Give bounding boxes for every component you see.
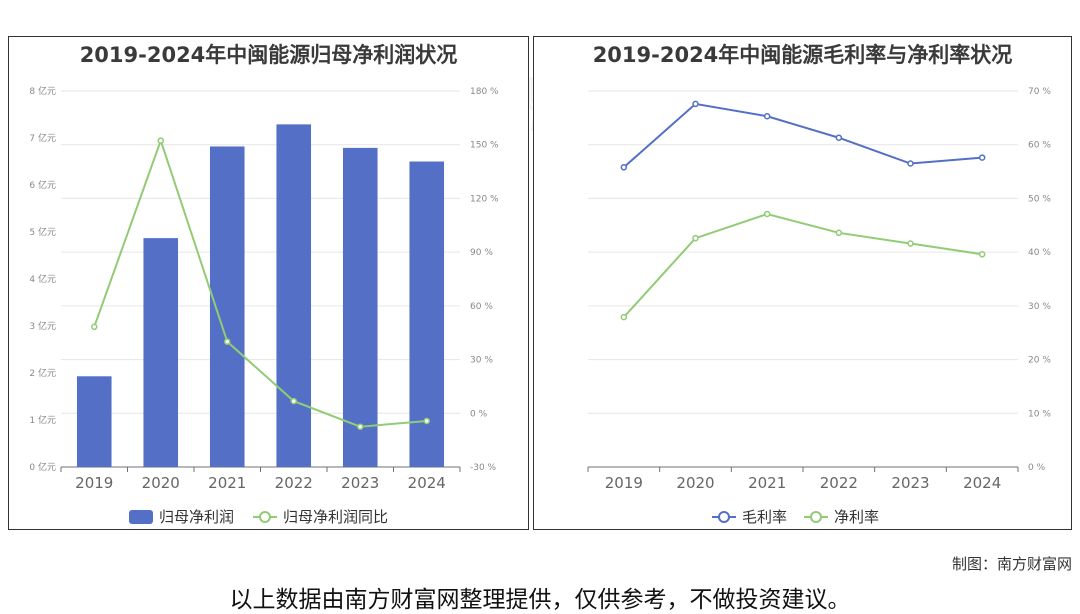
x-tick-label: 2023 xyxy=(341,474,379,492)
y-right-tick-label: 180 % xyxy=(470,87,499,97)
series-line xyxy=(623,212,983,318)
y-left-tick-label: 7 亿元 xyxy=(29,132,56,144)
y-left-tick-label: 6 亿元 xyxy=(29,179,56,191)
y-right-tick-label: 10 % xyxy=(1028,409,1051,419)
x-tick-label: 2023 xyxy=(891,474,929,492)
y-right-tick-label: 0 % xyxy=(470,409,488,419)
data-point xyxy=(357,423,364,430)
legend-marker xyxy=(259,511,271,523)
data-point xyxy=(763,210,771,218)
y-right-tick-label: 70 % xyxy=(1028,87,1051,97)
data-point xyxy=(620,164,628,171)
data-point xyxy=(835,229,843,237)
chart-panel-margins: 2019-2024年中闽能源毛利率与净利率状况 0 % 10 % 20 % 30 % 4… xyxy=(533,36,1072,530)
series-line xyxy=(623,102,983,169)
chart-credit: 制图：南方财富网 xyxy=(951,555,1072,573)
chart-title: 2019-2024年中闽能源归母净利润状况 xyxy=(79,43,458,67)
legend-label: 净利率 xyxy=(834,508,879,526)
data-point xyxy=(692,100,699,108)
data-point xyxy=(907,240,914,247)
bar xyxy=(342,147,378,467)
y-left-tick-label: 0 亿元 xyxy=(29,461,56,473)
x-tick-label: 2019 xyxy=(605,474,643,492)
y-left-tick-label: 5 亿元 xyxy=(29,226,56,238)
data-point xyxy=(157,137,164,144)
data-point xyxy=(290,397,297,405)
y-right-tick-label: 60 % xyxy=(470,302,493,312)
bar xyxy=(276,124,312,468)
x-tick-label: 2024 xyxy=(963,474,1001,492)
x-tick-label: 2019 xyxy=(75,474,113,492)
y-right-tick-label: 20 % xyxy=(1028,356,1051,366)
data-point xyxy=(763,112,771,120)
y-right-tick-label: 120 % xyxy=(470,194,499,204)
series-line xyxy=(93,137,427,428)
y-right-tick-label: 30 % xyxy=(470,356,493,366)
y-right-tick-label: 0 % xyxy=(1028,463,1046,473)
data-point xyxy=(692,234,699,242)
y-right-tick-label: 40 % xyxy=(1028,248,1051,258)
bar xyxy=(143,238,179,467)
disclaimer-text: 以上数据由南方财富网整理提供，仅供参考，不做投资建议。 xyxy=(229,587,851,613)
x-tick-label: 2024 xyxy=(408,474,446,492)
legend-marker xyxy=(810,511,822,523)
y-left-tick-label: 4 亿元 xyxy=(29,273,56,285)
x-tick-label: 2020 xyxy=(142,474,180,492)
x-tick-label: 2022 xyxy=(820,474,858,492)
y-left-tick-label: 8 亿元 xyxy=(29,85,56,97)
legend-label: 毛利率 xyxy=(742,508,787,526)
data-point xyxy=(224,338,231,345)
data-point xyxy=(978,154,986,161)
y-right-tick-label: 50 % xyxy=(1028,194,1051,204)
x-tick-label: 2022 xyxy=(275,474,313,492)
x-tick-label: 2020 xyxy=(676,474,714,492)
net-profit-chart: 0 亿元 1 亿元 2 亿元 3 亿元 4 亿元 5 亿元 6 亿元 7 亿元 8 亿元 -30 … xyxy=(29,85,499,526)
data-point xyxy=(620,313,628,321)
legend-label: 归母净利润 xyxy=(159,508,234,526)
legend-swatch xyxy=(129,510,153,524)
bar xyxy=(409,161,445,467)
data-point xyxy=(835,134,843,141)
y-left-tick-label: 3 亿元 xyxy=(29,320,56,332)
bar xyxy=(76,376,112,467)
x-tick-label: 2021 xyxy=(208,474,246,492)
data-point xyxy=(423,417,430,425)
data-point xyxy=(978,251,986,258)
y-left-tick-label: 2 亿元 xyxy=(29,367,56,379)
margin-chart: 0 % 10 % 20 % 30 % 40 % 50 % 60 % 70 % 2019 2020 2… xyxy=(587,87,1051,526)
y-right-tick-label: 90 % xyxy=(470,248,493,258)
legend-marker xyxy=(718,511,730,523)
y-right-tick-label: 150 % xyxy=(470,141,499,151)
chart-title: 2019-2024年中闽能源毛利率与净利率状况 xyxy=(592,43,1013,67)
chart-panel-net-profit: 2019-2024年中闽能源归母净利润状况 0 亿元 1 亿元 2 亿元 3 亿元 4 … xyxy=(8,36,529,530)
y-left-tick-label: 1 亿元 xyxy=(29,414,56,426)
y-right-tick-label: 30 % xyxy=(1028,302,1051,312)
y-right-tick-label: -30 % xyxy=(470,463,497,473)
legend-label: 归母净利润同比 xyxy=(283,508,388,526)
y-right-tick-label: 60 % xyxy=(1028,141,1051,151)
data-point xyxy=(907,160,914,167)
x-tick-label: 2021 xyxy=(748,474,786,492)
data-point xyxy=(91,323,98,331)
